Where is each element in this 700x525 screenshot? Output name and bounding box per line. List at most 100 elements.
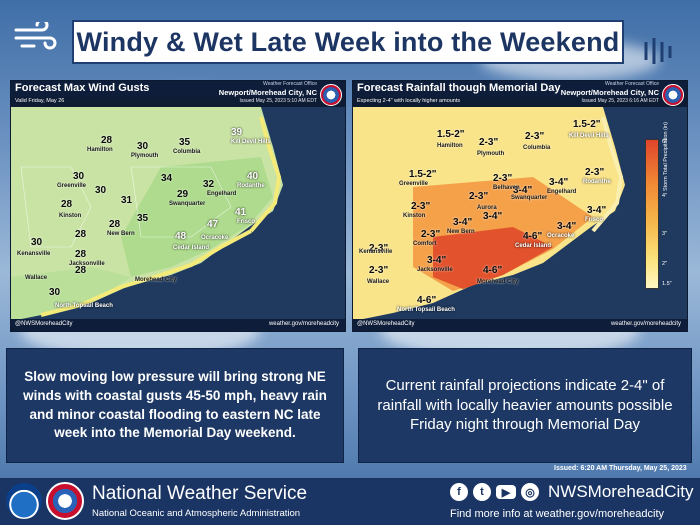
precip-legend-tick: 4": [662, 193, 668, 199]
town-label: New Bern: [107, 231, 135, 237]
page-title-box: Windy & Wet Late Week into the Weekend: [72, 20, 624, 64]
rain-value: 2-3": [421, 229, 441, 240]
twitter-icon[interactable]: t: [473, 483, 491, 501]
precip-legend-bar: [645, 139, 659, 289]
gust-value: 30: [73, 171, 85, 182]
rainfall-map-panel: Forecast Rainfall though Memorial Day We…: [352, 80, 688, 332]
town-label: Swanquarter: [169, 201, 206, 207]
gust-value: 29: [177, 189, 189, 200]
wind-icon: [14, 22, 57, 50]
instagram-icon[interactable]: ◎: [521, 483, 539, 501]
gust-value: 28: [75, 249, 87, 260]
gust-value: 32: [203, 179, 215, 190]
page-title: Windy & Wet Late Week into the Weekend: [76, 26, 620, 57]
town-label: Kinston: [403, 213, 426, 219]
website-link[interactable]: weather.gov/moreheadcity: [268, 321, 339, 327]
town-label: Plymouth: [131, 153, 159, 159]
rain-value: 2-3": [585, 167, 605, 178]
social-icons: f t ▶ ◎: [450, 483, 539, 501]
nws-logo-icon: [46, 482, 84, 520]
footer-org-name: National Weather Service: [92, 483, 308, 504]
town-label: Morehead City: [477, 279, 519, 285]
rain-summary-box: Current rainfall projections indicate 2-…: [358, 348, 692, 463]
town-label: Wallace: [25, 275, 48, 281]
precip-legend-tick: 2": [662, 261, 668, 267]
town-label: Columbia: [173, 149, 201, 155]
town-label: Ocracoke: [201, 235, 229, 241]
town-label: Greenville: [399, 181, 429, 187]
issued-timestamp: Issued: 6:20 AM Thursday, May 25, 2023: [554, 465, 687, 472]
panel-subtitle: Valid Friday, May 26: [15, 98, 65, 104]
precip-legend-tick: 6": [662, 139, 668, 145]
gust-value: 30: [95, 185, 107, 196]
town-label: Kill Devil Hills: [569, 133, 609, 139]
social-handle: @NWSMoreheadCity: [357, 321, 415, 327]
gust-value: 28: [109, 219, 121, 230]
rain-value: 4-6": [417, 295, 437, 306]
town-label: Hamilton: [437, 143, 463, 149]
office-name: Newport/Morehead City, NC: [218, 88, 317, 97]
wind-gust-map-panel: Forecast Max Wind Gusts Weather Forecast…: [10, 80, 346, 332]
gust-value: 30: [31, 237, 43, 248]
footer-social-handle[interactable]: NWSMoreheadCity: [548, 482, 694, 501]
nws-logo-icon: [662, 84, 684, 106]
rain-value: 4-6": [523, 231, 543, 242]
town-label: Columbia: [523, 145, 551, 151]
town-label: Swanquarter: [511, 195, 548, 201]
gust-value: 30: [137, 141, 149, 152]
footer-more-info[interactable]: Find more info at weather.gov/moreheadci…: [450, 508, 665, 520]
rain-value: 3-4": [427, 255, 447, 266]
youtube-icon[interactable]: ▶: [496, 485, 516, 499]
town-label: Plymouth: [477, 151, 505, 157]
rain-value: 4-6": [483, 265, 503, 276]
town-label: Rodanthe: [237, 183, 265, 189]
town-label: Kenansville: [17, 251, 51, 257]
office-name: Newport/Morehead City, NC: [560, 88, 659, 97]
rain-value: 2-3": [479, 137, 499, 148]
town-label: Aurora: [477, 205, 497, 211]
town-label: Cedar Island: [173, 245, 210, 251]
noaa-logo-icon: [6, 483, 42, 519]
panel-issued: Issued May 25, 2023 6:16 AM EDT: [581, 98, 659, 104]
gust-value: 28: [75, 265, 87, 276]
town-label: Engelhard: [207, 191, 237, 197]
rain-value: 2-3": [369, 265, 389, 276]
rain-value: 2-3": [469, 191, 489, 202]
rain-icon: [644, 38, 672, 64]
town-label: Kinston: [59, 213, 82, 219]
gust-value: 47: [207, 219, 219, 230]
panel-title: Forecast Rainfall though Memorial Day: [357, 82, 561, 94]
town-label: Morehead City: [135, 277, 177, 283]
footer-bar: National Weather Service National Oceani…: [0, 478, 700, 525]
panel-header: Forecast Max Wind Gusts Weather Forecast…: [11, 81, 345, 97]
town-label: Hamilton: [87, 147, 113, 153]
facebook-icon[interactable]: f: [450, 483, 468, 501]
gust-value: 35: [179, 137, 191, 148]
town-label: Comfort: [413, 241, 437, 247]
town-label: Jacksonville: [417, 267, 453, 273]
rain-value: 2-3": [493, 173, 513, 184]
town-label: Greenville: [57, 183, 87, 189]
rain-summary-text: Current rainfall projections indicate 2-…: [377, 376, 673, 434]
rain-value: 3-4": [587, 205, 607, 216]
nws-logo-icon: [320, 84, 342, 106]
rain-value: 2-3": [369, 243, 389, 254]
town-label: Frisco: [585, 217, 604, 223]
town-label: Engelhard: [547, 189, 577, 195]
rain-value: 2-3": [411, 201, 431, 212]
town-label: Wallace: [367, 279, 390, 285]
gust-value: 48: [175, 231, 187, 242]
panel-subtitle: Expecting 2-4" with locally higher amoun…: [357, 98, 461, 104]
footer-org-subtitle: National Oceanic and Atmospheric Adminis…: [92, 508, 301, 519]
panel-footer: @NWSMoreheadCity weather.gov/moreheadcit…: [11, 319, 345, 331]
town-label: Kill Devil Hills: [231, 139, 271, 145]
wind-summary-text: Slow moving low pressure will bring stro…: [23, 369, 327, 441]
gust-value: 41: [235, 207, 247, 218]
social-handle: @NWSMoreheadCity: [15, 321, 73, 327]
town-label: Belhaven: [493, 185, 520, 191]
website-link[interactable]: weather.gov/moreheadcity: [610, 321, 681, 327]
gust-value: 31: [121, 195, 133, 206]
gust-value: 28: [75, 229, 87, 240]
gust-value: 28: [61, 199, 73, 210]
gust-value: 28: [101, 135, 113, 146]
